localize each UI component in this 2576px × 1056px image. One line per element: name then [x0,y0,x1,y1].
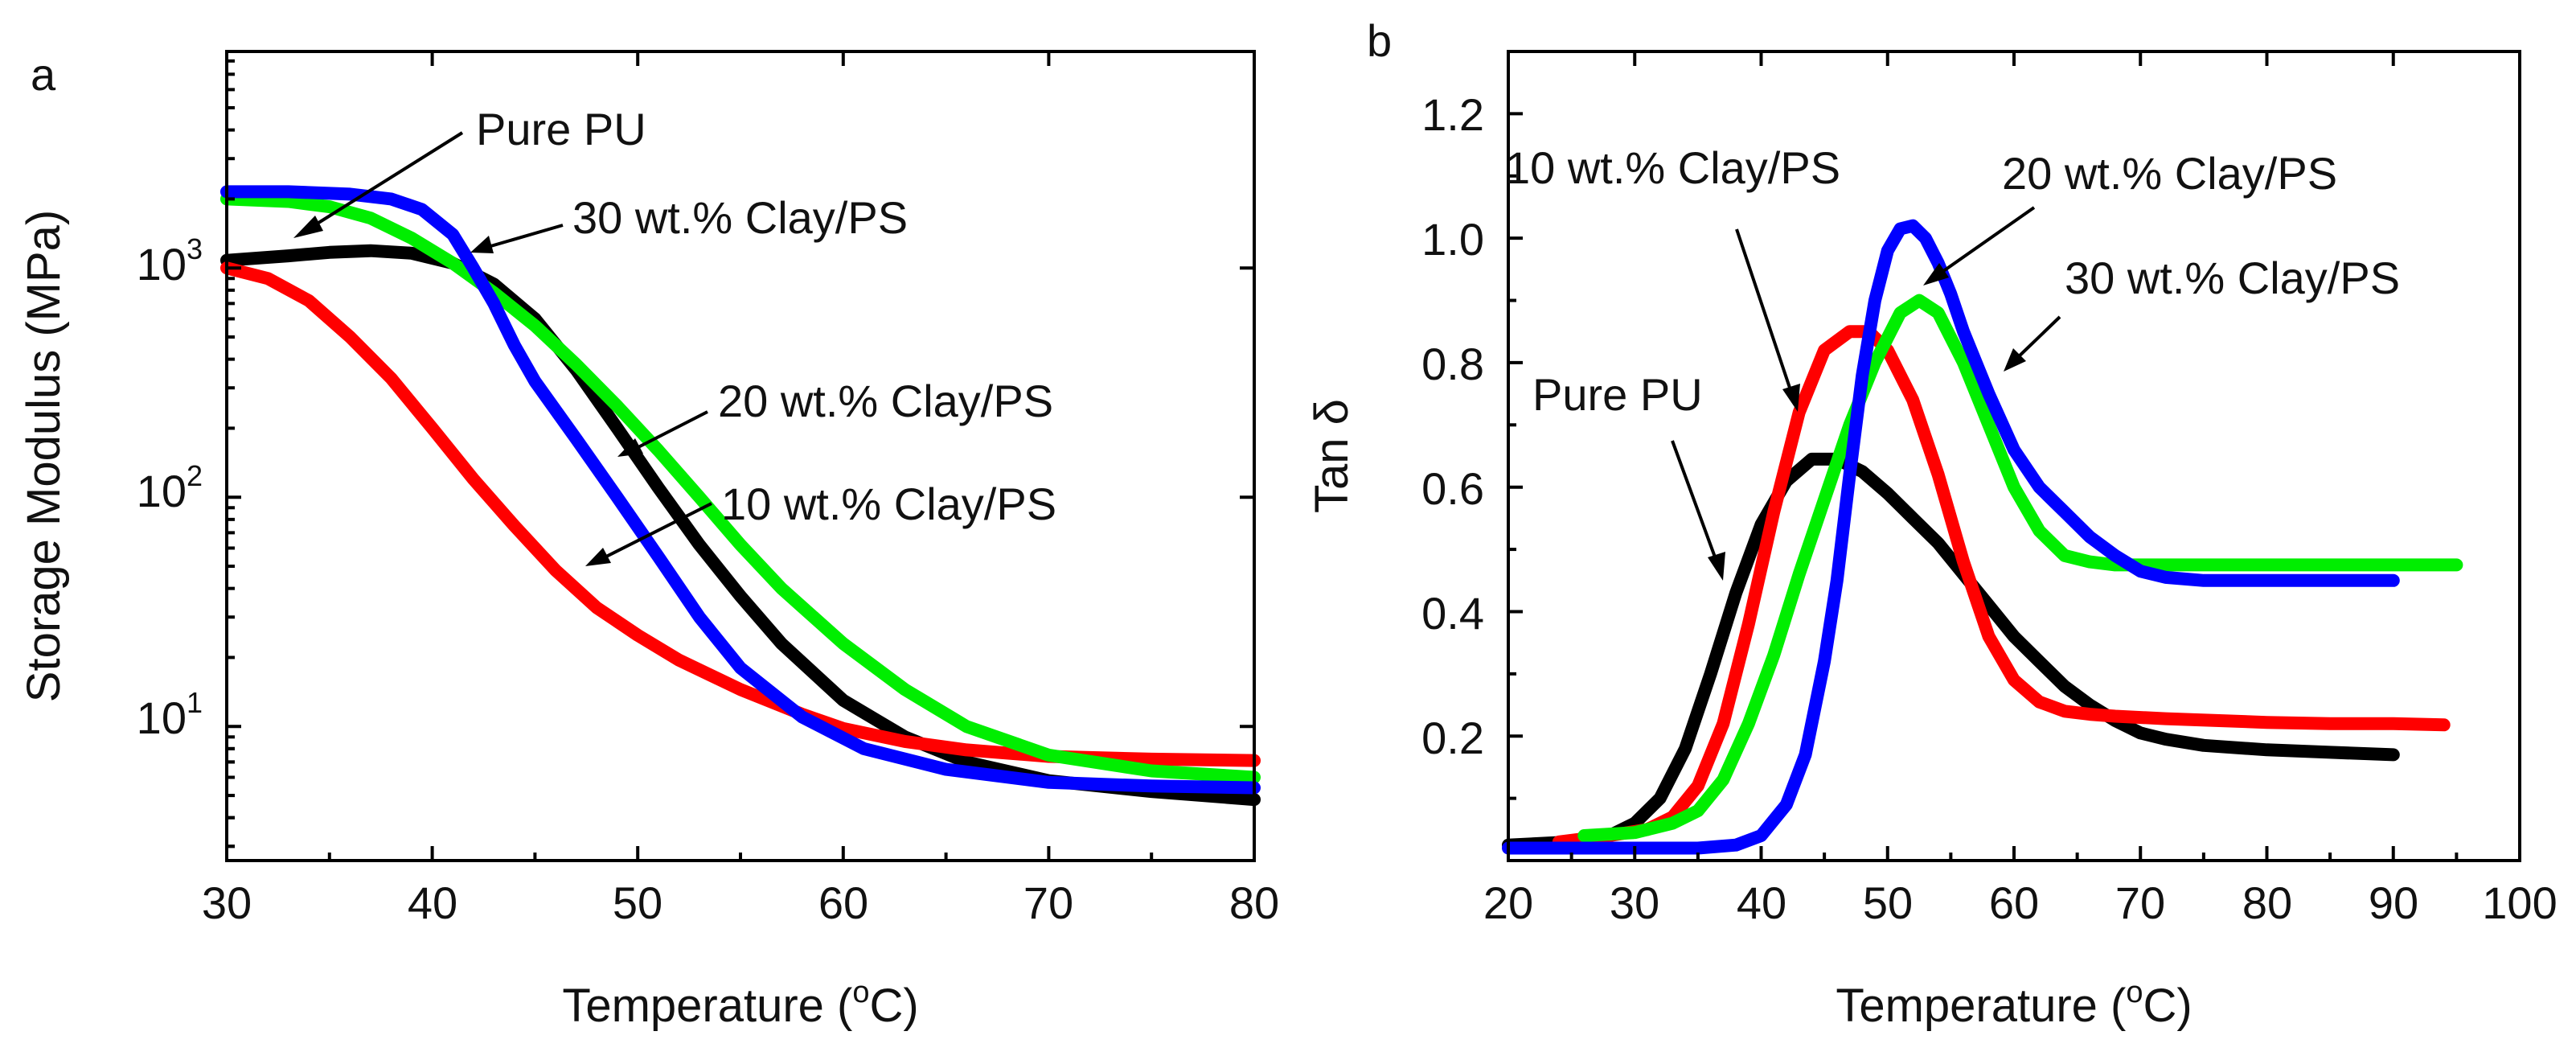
panel-a-series-30-wt-clay-ps [220,185,1261,795]
panel-a-chart: a 101 102 103 30 40 50 60 70 80 Temperat… [18,49,1279,1032]
panel-b-xtick-label-40: 40 [1737,877,1786,928]
panel-a-xtick-label-30: 30 [202,877,252,928]
panel-b-series-10-wt-clay-ps [1552,325,2451,848]
panel-a-xtick-label-80: 80 [1229,877,1279,928]
panel-a-annotation-20: 20 wt.% Clay/PS [718,376,1053,426]
panel-b-x-axis-title: Temperature (oC) [1836,976,2192,1032]
panel-b-arrow-10 [1735,228,1793,393]
panel-b-series-30-wt-clay-ps [1502,219,2400,855]
panel-a-label: a [31,49,56,100]
panel-a-annotation-10: 10 wt.% Clay/PS [721,479,1056,529]
panel-b-annotation-20: 20 wt.% Clay/PS [2002,148,2337,199]
panel-b-ytick-label-0.6: 0.6 [1421,463,1484,514]
panel-a-arrowhead-10 [585,548,611,566]
panel-a-arrowhead-pure-pu [293,216,323,238]
panel-b-annotation-pure-pu: Pure PU [1532,369,1703,420]
panel-b-label: b [1367,15,1392,66]
panel-b-ytick-label-1.0: 1.0 [1421,214,1484,265]
panel-a-series-20-wt-clay-ps [220,192,1261,784]
panel-b-xtick-label-50: 50 [1863,877,1913,928]
panel-b-arrow-pure-pu [1671,440,1718,562]
panel-b-arrowhead-30 [2004,348,2026,372]
panel-a-arrow-30 [487,224,564,249]
panel-a-ticks [225,51,1256,861]
panel-a-series-group [220,185,1261,807]
panel-b-arrowhead-10 [1782,384,1800,412]
panel-b-annotation-10: 10 wt.% Clay/PS [1505,142,1840,193]
panel-a-arrow-20 [634,410,708,450]
panel-b-ytick-label-0.2: 0.2 [1421,713,1484,763]
panel-b-xtick-label-30: 30 [1610,877,1659,928]
panel-a-ytick-label-1000: 103 [137,232,203,290]
panel-b-ytick-label-1.2: 1.2 [1421,89,1484,140]
panel-a-arrowhead-30 [470,236,494,253]
panel-b-xtick-label-70: 70 [2115,877,2165,928]
panel-a-plot-frame [225,50,1256,862]
panel-b-series-group [1502,219,2463,855]
panel-a-arrow-10 [602,502,712,560]
panel-a-annotation-pure-pu: Pure PU [476,104,646,154]
panel-a-xtick-label-70: 70 [1023,877,1073,928]
panel-b-ytick-label-0.4: 0.4 [1421,588,1484,639]
panel-b-y-axis-title: Tan δ [1306,399,1358,513]
panel-b-arrow-30 [2015,315,2061,360]
panel-b-series-20-wt-clay-ps [1577,294,2463,842]
panel-b-xtick-label-90: 90 [2369,877,2418,928]
panel-a-y-axis-title: Storage Modulus (MPa) [18,210,70,702]
panel-a-arrowhead-20 [617,438,643,457]
panel-b-xtick-label-100: 100 [2482,877,2557,928]
panel-b-annotation-30: 30 wt.% Clay/PS [2065,253,2400,303]
panel-b-arrowhead-20 [1923,263,1949,286]
panel-b-arrow-20 [1936,206,2036,277]
panel-a-series-pure-pu [220,244,1261,807]
panel-a-xtick-label-60: 60 [818,877,868,928]
panel-b-xtick-label-60: 60 [1989,877,2039,928]
panel-b-chart: b 0.2 0.4 0.6 0.8 1.0 1.2 20 30 40 50 60… [1306,15,2558,1032]
panel-b-xtick-label-80: 80 [2242,877,2292,928]
panel-b-ytick-label-0.8: 0.8 [1421,339,1484,389]
panel-b-series-pure-pu [1502,452,2400,852]
panel-b-plot-frame [1507,50,2521,862]
panel-a-ytick-label-10: 101 [137,686,203,743]
panel-a-xtick-label-40: 40 [408,877,457,928]
panel-a-x-axis-title: Temperature (oC) [562,976,918,1032]
panel-a-xtick-label-50: 50 [613,877,662,928]
panel-a-ytick-label-100: 102 [137,459,203,516]
panel-a-series-10-wt-clay-ps [220,261,1261,767]
panel-b-arrowhead-pure-pu [1708,552,1725,581]
panel-a-arrow-pure-pu [308,131,464,230]
panel-b-xtick-label-20: 20 [1483,877,1533,928]
panel-a-annotation-30: 30 wt.% Clay/PS [572,192,908,243]
